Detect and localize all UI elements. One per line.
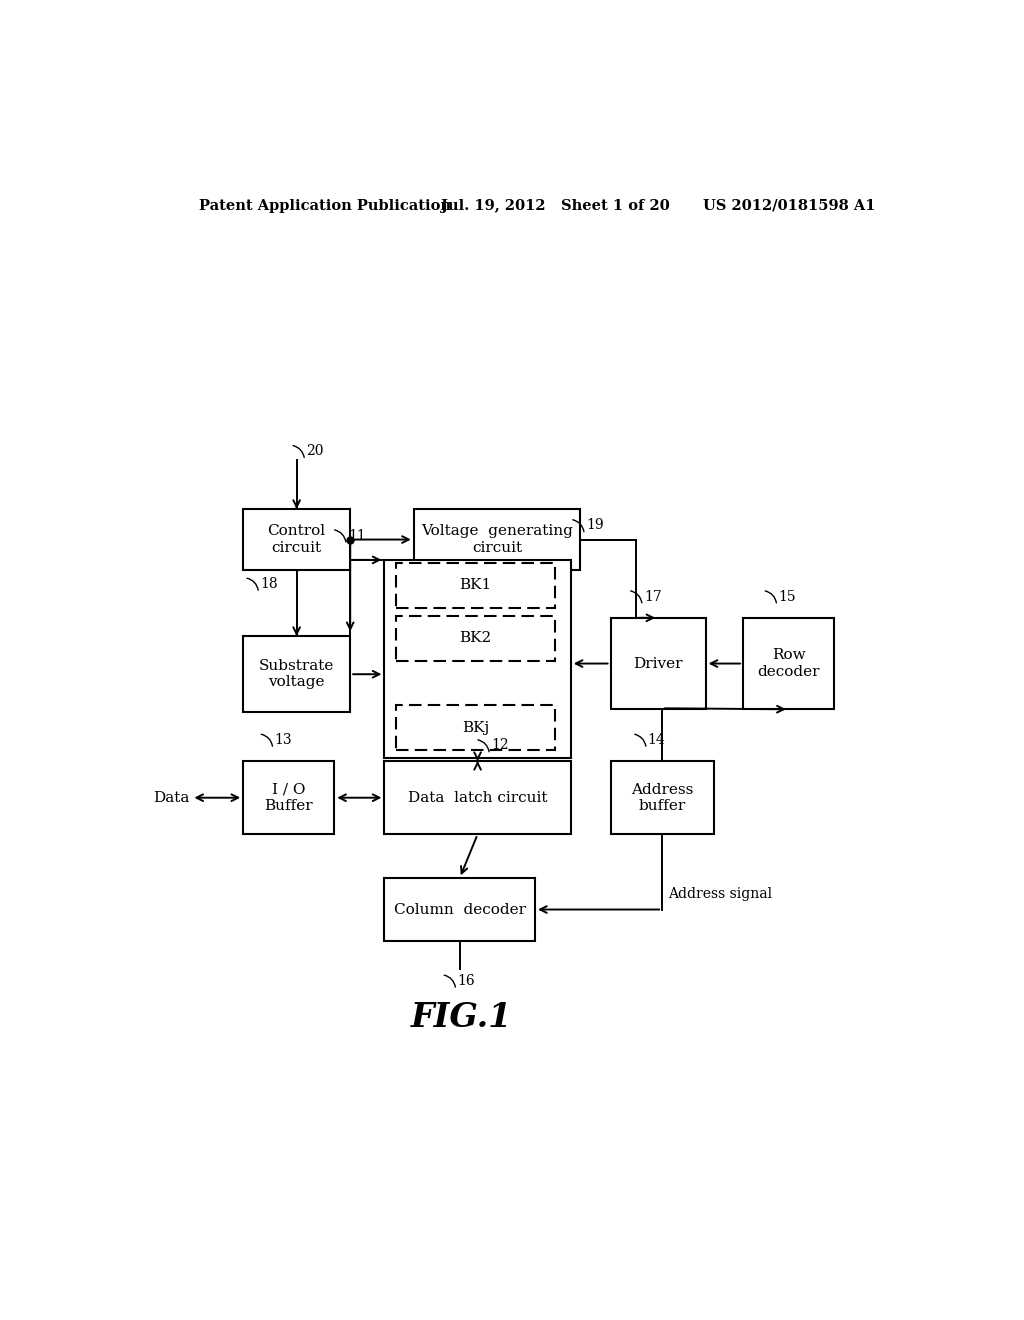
Bar [384, 878, 536, 941]
Text: 20: 20 [306, 445, 324, 458]
Bar [396, 615, 555, 660]
Text: Address signal: Address signal [669, 887, 772, 902]
Text: 13: 13 [274, 733, 292, 747]
Bar [243, 636, 350, 713]
Text: BK1: BK1 [460, 578, 492, 593]
Text: Voltage  generating
circuit: Voltage generating circuit [421, 524, 573, 554]
Text: 12: 12 [492, 738, 509, 752]
Bar [396, 562, 555, 607]
Text: FIG.1: FIG.1 [411, 1001, 512, 1034]
Text: Driver: Driver [634, 656, 683, 671]
Text: 18: 18 [260, 577, 278, 591]
Bar [243, 510, 350, 570]
Bar [610, 618, 706, 709]
Text: I / O
Buffer: I / O Buffer [264, 783, 313, 813]
Bar [610, 762, 714, 834]
Text: BK2: BK2 [460, 631, 492, 645]
Bar [384, 762, 570, 834]
Text: Column  decoder: Column decoder [393, 903, 525, 916]
Text: Substrate
voltage: Substrate voltage [259, 659, 334, 689]
Text: 11: 11 [348, 528, 366, 543]
Text: BKj: BKj [462, 721, 489, 735]
Bar [396, 705, 555, 750]
Text: Data: Data [153, 791, 189, 805]
Text: Control
circuit: Control circuit [267, 524, 326, 554]
Text: Row
decoder: Row decoder [758, 648, 820, 678]
Text: Data  latch circuit: Data latch circuit [408, 791, 548, 805]
Text: 19: 19 [586, 519, 603, 532]
Text: Jul. 19, 2012   Sheet 1 of 20: Jul. 19, 2012 Sheet 1 of 20 [441, 199, 671, 213]
Text: 16: 16 [458, 974, 475, 987]
Text: 15: 15 [778, 590, 796, 603]
Text: 17: 17 [644, 590, 662, 603]
Text: Address
buffer: Address buffer [631, 783, 693, 813]
Text: US 2012/0181598 A1: US 2012/0181598 A1 [703, 199, 876, 213]
Text: Patent Application Publication: Patent Application Publication [200, 199, 452, 213]
Bar [743, 618, 835, 709]
Bar [414, 510, 581, 570]
Bar [384, 560, 570, 758]
Bar [243, 762, 334, 834]
Text: 14: 14 [648, 733, 666, 747]
